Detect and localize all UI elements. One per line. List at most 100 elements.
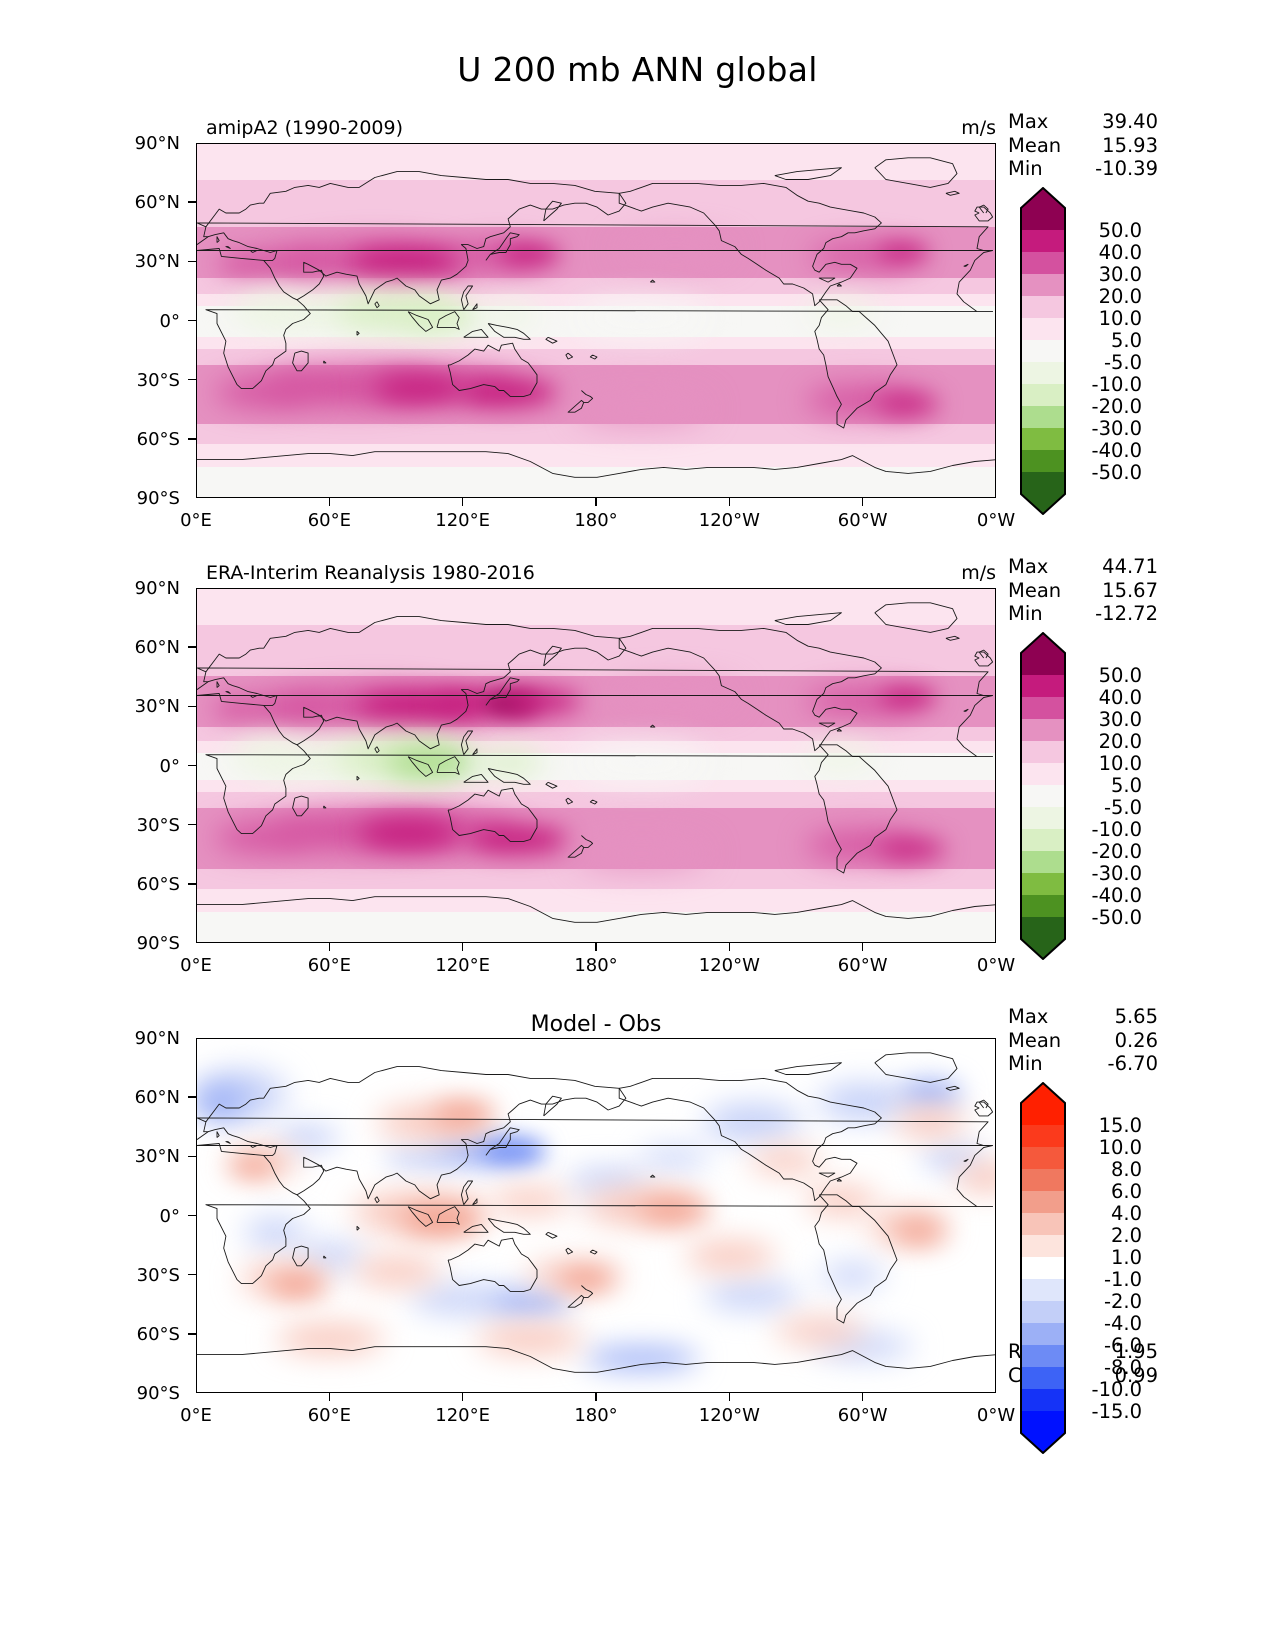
y-axis-label: 30°S <box>136 369 180 391</box>
colorbar-gradient <box>1020 1103 1064 1433</box>
stat-key: Mean <box>1008 578 1062 602</box>
x-axis-label: 120°E <box>435 955 491 976</box>
colorbar-tick-label: 5.0 <box>1110 774 1142 797</box>
colorbar-tick-label: -1.0 <box>1103 1268 1142 1291</box>
x-axis-label: 60°E <box>307 1405 351 1426</box>
colorbar-tick-label: 10.0 <box>1098 752 1142 775</box>
panel-title-diff: Model - Obs <box>530 1012 662 1037</box>
colorbar-segment <box>1020 1345 1064 1367</box>
colorbar-segment <box>1020 1103 1064 1125</box>
stat-row: Mean 0.26 <box>1008 1029 1158 1053</box>
y-axis-label: 90°S <box>136 933 180 954</box>
x-axis-tick <box>461 943 464 951</box>
colorbar-tick-label: -50.0 <box>1091 461 1142 484</box>
colorbar-tick-label: 50.0 <box>1098 664 1142 687</box>
colorbar-tick-label: 20.0 <box>1098 730 1142 753</box>
y-axis-label: 30°S <box>136 1264 180 1286</box>
colorbar-tick-label: -5.0 <box>1103 796 1142 819</box>
coastline-overlay <box>197 589 995 942</box>
colorbar-segment <box>1020 362 1064 384</box>
y-axis-label: 90°N <box>134 133 180 154</box>
colorbar-segment <box>1020 1279 1064 1301</box>
stat-key: Max <box>1008 1005 1049 1028</box>
stat-row: Min -12.72 <box>1008 602 1158 626</box>
colorbar-segment <box>1020 1125 1064 1147</box>
map-plot-model[interactable] <box>196 143 996 498</box>
colorbar-segment <box>1020 807 1064 829</box>
colorbar-tick-label: -6.0 <box>1103 1334 1142 1357</box>
colorbar-segment <box>1020 450 1064 472</box>
y-axis-label: 90°N <box>134 578 180 599</box>
x-axis-tick <box>595 1393 597 1401</box>
x-axis-label: 0°E <box>180 955 212 976</box>
colorbar-segment <box>1020 895 1064 917</box>
colorbar-segment <box>1020 384 1064 406</box>
colorbar-tick-label: 50.0 <box>1098 219 1142 242</box>
colorbar-segment <box>1020 873 1064 895</box>
map-plot-obs[interactable] <box>196 588 996 943</box>
x-axis-tick <box>595 498 597 506</box>
stat-value: 15.93 <box>1102 133 1158 157</box>
colorbar-tick-label: 30.0 <box>1098 263 1142 286</box>
colorbar-segment <box>1020 230 1064 252</box>
x-axis-label: 0°E <box>180 1405 212 1426</box>
y-axis-tick <box>188 764 196 767</box>
colorbar-tick-label: 30.0 <box>1098 708 1142 731</box>
panel-title-obs: ERA-Interim Reanalysis 1980-2016 <box>206 562 535 584</box>
colorbar-tick-label: -20.0 <box>1091 395 1142 418</box>
y-axis-label: 30°S <box>136 814 180 836</box>
y-axis-tick <box>188 1096 196 1098</box>
units-label: m/s <box>961 117 996 139</box>
stats-block-obs: Max 44.71 Mean 15.67 Min -12.72 <box>1008 555 1158 626</box>
colorbar-segment <box>1020 1323 1064 1345</box>
colorbar-tick-label: -10.0 <box>1091 1378 1142 1401</box>
stat-value: 1.95 <box>1114 1340 1158 1363</box>
colorbar-segment <box>1020 741 1064 763</box>
x-axis-label: 120°E <box>435 510 491 531</box>
x-axis-label: 60°E <box>307 510 351 531</box>
colorbar-tick-label: -5.0 <box>1103 351 1142 374</box>
colorbar-tick-label: -40.0 <box>1091 884 1142 907</box>
colorbar-segment <box>1020 851 1064 873</box>
colorbar-tick-label: -20.0 <box>1091 840 1142 863</box>
colorbar-segment <box>1020 1169 1064 1191</box>
colorbar-segment <box>1020 208 1064 230</box>
stat-key: Mean <box>1008 1028 1062 1052</box>
colorbar-tick-label: -10.0 <box>1091 373 1142 396</box>
x-axis-tick <box>461 1393 464 1401</box>
stat-value: 5.65 <box>1114 1005 1158 1028</box>
colorbar-tick-label: 20.0 <box>1098 285 1142 308</box>
stat-row: Min -6.70 <box>1008 1052 1158 1076</box>
colorbar-segment <box>1020 472 1064 494</box>
x-axis-label: 60°W <box>837 955 888 976</box>
colorbar-tick-label: -30.0 <box>1091 417 1142 440</box>
x-axis-tick <box>328 498 331 506</box>
colorbar-arrow-bottom <box>1020 1433 1064 1453</box>
colorbar-segment <box>1020 785 1064 807</box>
stat-value: -12.72 <box>1095 602 1158 625</box>
colorbar-tick-label: -4.0 <box>1103 1312 1142 1335</box>
x-axis-tick <box>328 1393 331 1401</box>
contour-field <box>197 1039 995 1392</box>
stat-value: 0.99 <box>1114 1363 1158 1387</box>
x-axis-label: 120°W <box>698 955 760 976</box>
y-axis-tick <box>188 1333 196 1335</box>
y-axis-label: 60°N <box>134 192 180 214</box>
x-axis-tick <box>861 943 864 951</box>
colorbar-segment <box>1020 1191 1064 1213</box>
colorbar-segment <box>1020 296 1064 318</box>
x-axis-tick <box>861 1393 864 1401</box>
x-axis-label: 0°W <box>976 1405 1016 1426</box>
colorbar-tick-label: 6.0 <box>1110 1180 1142 1203</box>
x-axis-tick <box>595 943 597 951</box>
colorbar-tick-label: 40.0 <box>1098 241 1142 264</box>
map-plot-diff[interactable] <box>196 1038 996 1393</box>
y-axis-label: 90°S <box>136 1383 180 1404</box>
y-axis-tick <box>188 260 196 263</box>
colorbar-tick-label: 40.0 <box>1098 686 1142 709</box>
y-axis-label: 90°N <box>134 1028 180 1049</box>
stats-block-diff: Max 5.65 Mean 0.26 Min -6.70 <box>1008 1005 1158 1076</box>
y-axis-tick <box>188 378 196 381</box>
colorbar-tick-label: -30.0 <box>1091 862 1142 885</box>
colorbar-gradient <box>1020 208 1064 494</box>
